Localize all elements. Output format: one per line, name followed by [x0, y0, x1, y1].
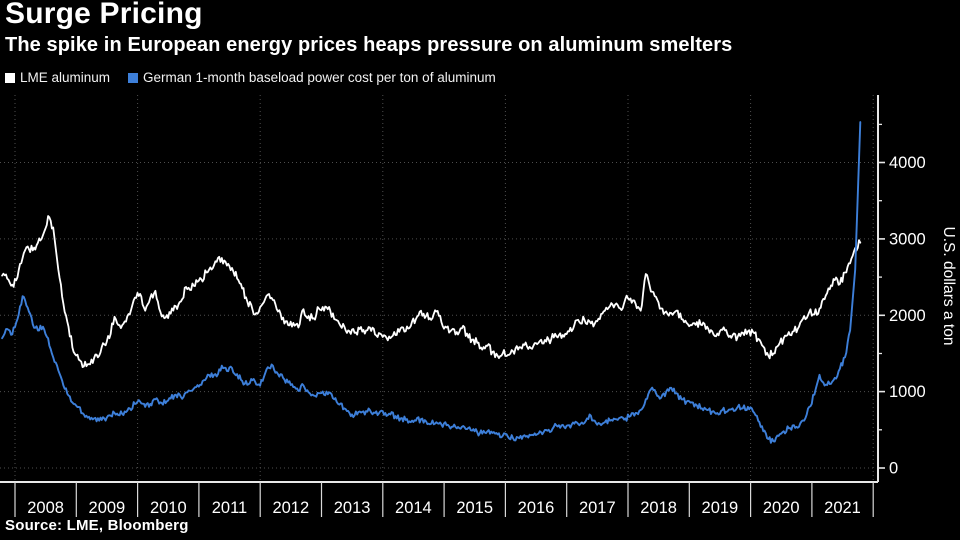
svg-text:U.S. dollars a ton: U.S. dollars a ton	[940, 227, 957, 346]
svg-text:3000: 3000	[889, 230, 926, 248]
svg-text:2011: 2011	[212, 499, 247, 517]
svg-text:2013: 2013	[334, 499, 371, 517]
legend-label-lme-aluminum: LME aluminum	[20, 70, 111, 85]
svg-text:2012: 2012	[272, 499, 309, 517]
svg-text:2020: 2020	[763, 499, 800, 517]
svg-text:2015: 2015	[456, 499, 493, 517]
svg-text:2016: 2016	[518, 499, 555, 517]
legend-swatch-blue	[128, 72, 139, 83]
legend-swatch-white	[5, 72, 15, 83]
source-note: Source: LME, Bloomberg	[5, 517, 189, 534]
svg-text:2018: 2018	[640, 499, 677, 517]
svg-text:1000: 1000	[889, 383, 926, 401]
svg-text:2014: 2014	[395, 499, 432, 517]
svg-text:0: 0	[889, 460, 898, 478]
legend-label-german-power: German 1-month baseload power cost per t…	[143, 70, 496, 85]
svg-text:2021: 2021	[824, 499, 861, 517]
legend-item-lme-aluminum: LME aluminum	[5, 70, 110, 85]
svg-text:2008: 2008	[27, 499, 64, 517]
chart-subtitle: The spike in European energy prices heap…	[5, 34, 733, 56]
legend-item-german-power: German 1-month baseload power cost per t…	[128, 70, 496, 85]
svg-text:4000: 4000	[889, 154, 926, 172]
svg-text:2017: 2017	[579, 499, 616, 517]
svg-text:2009: 2009	[89, 499, 126, 517]
svg-text:2010: 2010	[150, 499, 187, 517]
chart-title: Surge Pricing	[5, 0, 203, 30]
svg-text:2019: 2019	[702, 499, 739, 517]
legend: LME aluminum German 1-month baseload pow…	[5, 70, 496, 85]
svg-text:2000: 2000	[889, 307, 926, 325]
